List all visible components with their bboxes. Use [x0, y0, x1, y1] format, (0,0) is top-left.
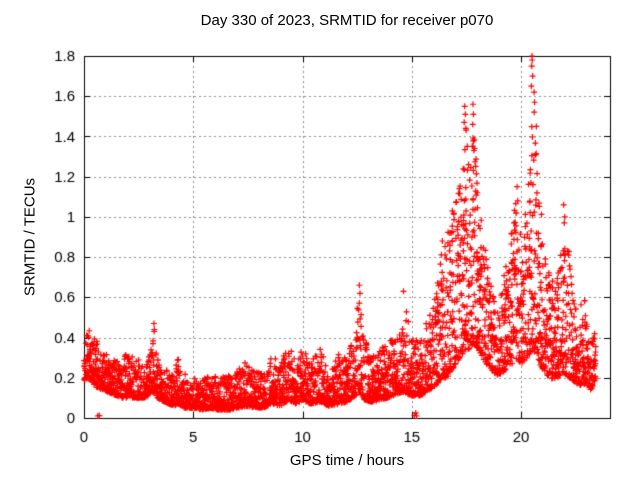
y-axis-label: SRMTID / TECUs [21, 177, 39, 297]
x-axis-label: GPS time / hours [289, 452, 405, 469]
chart-title: Day 330 of 2023, SRMTID for receiver p07… [200, 12, 494, 29]
